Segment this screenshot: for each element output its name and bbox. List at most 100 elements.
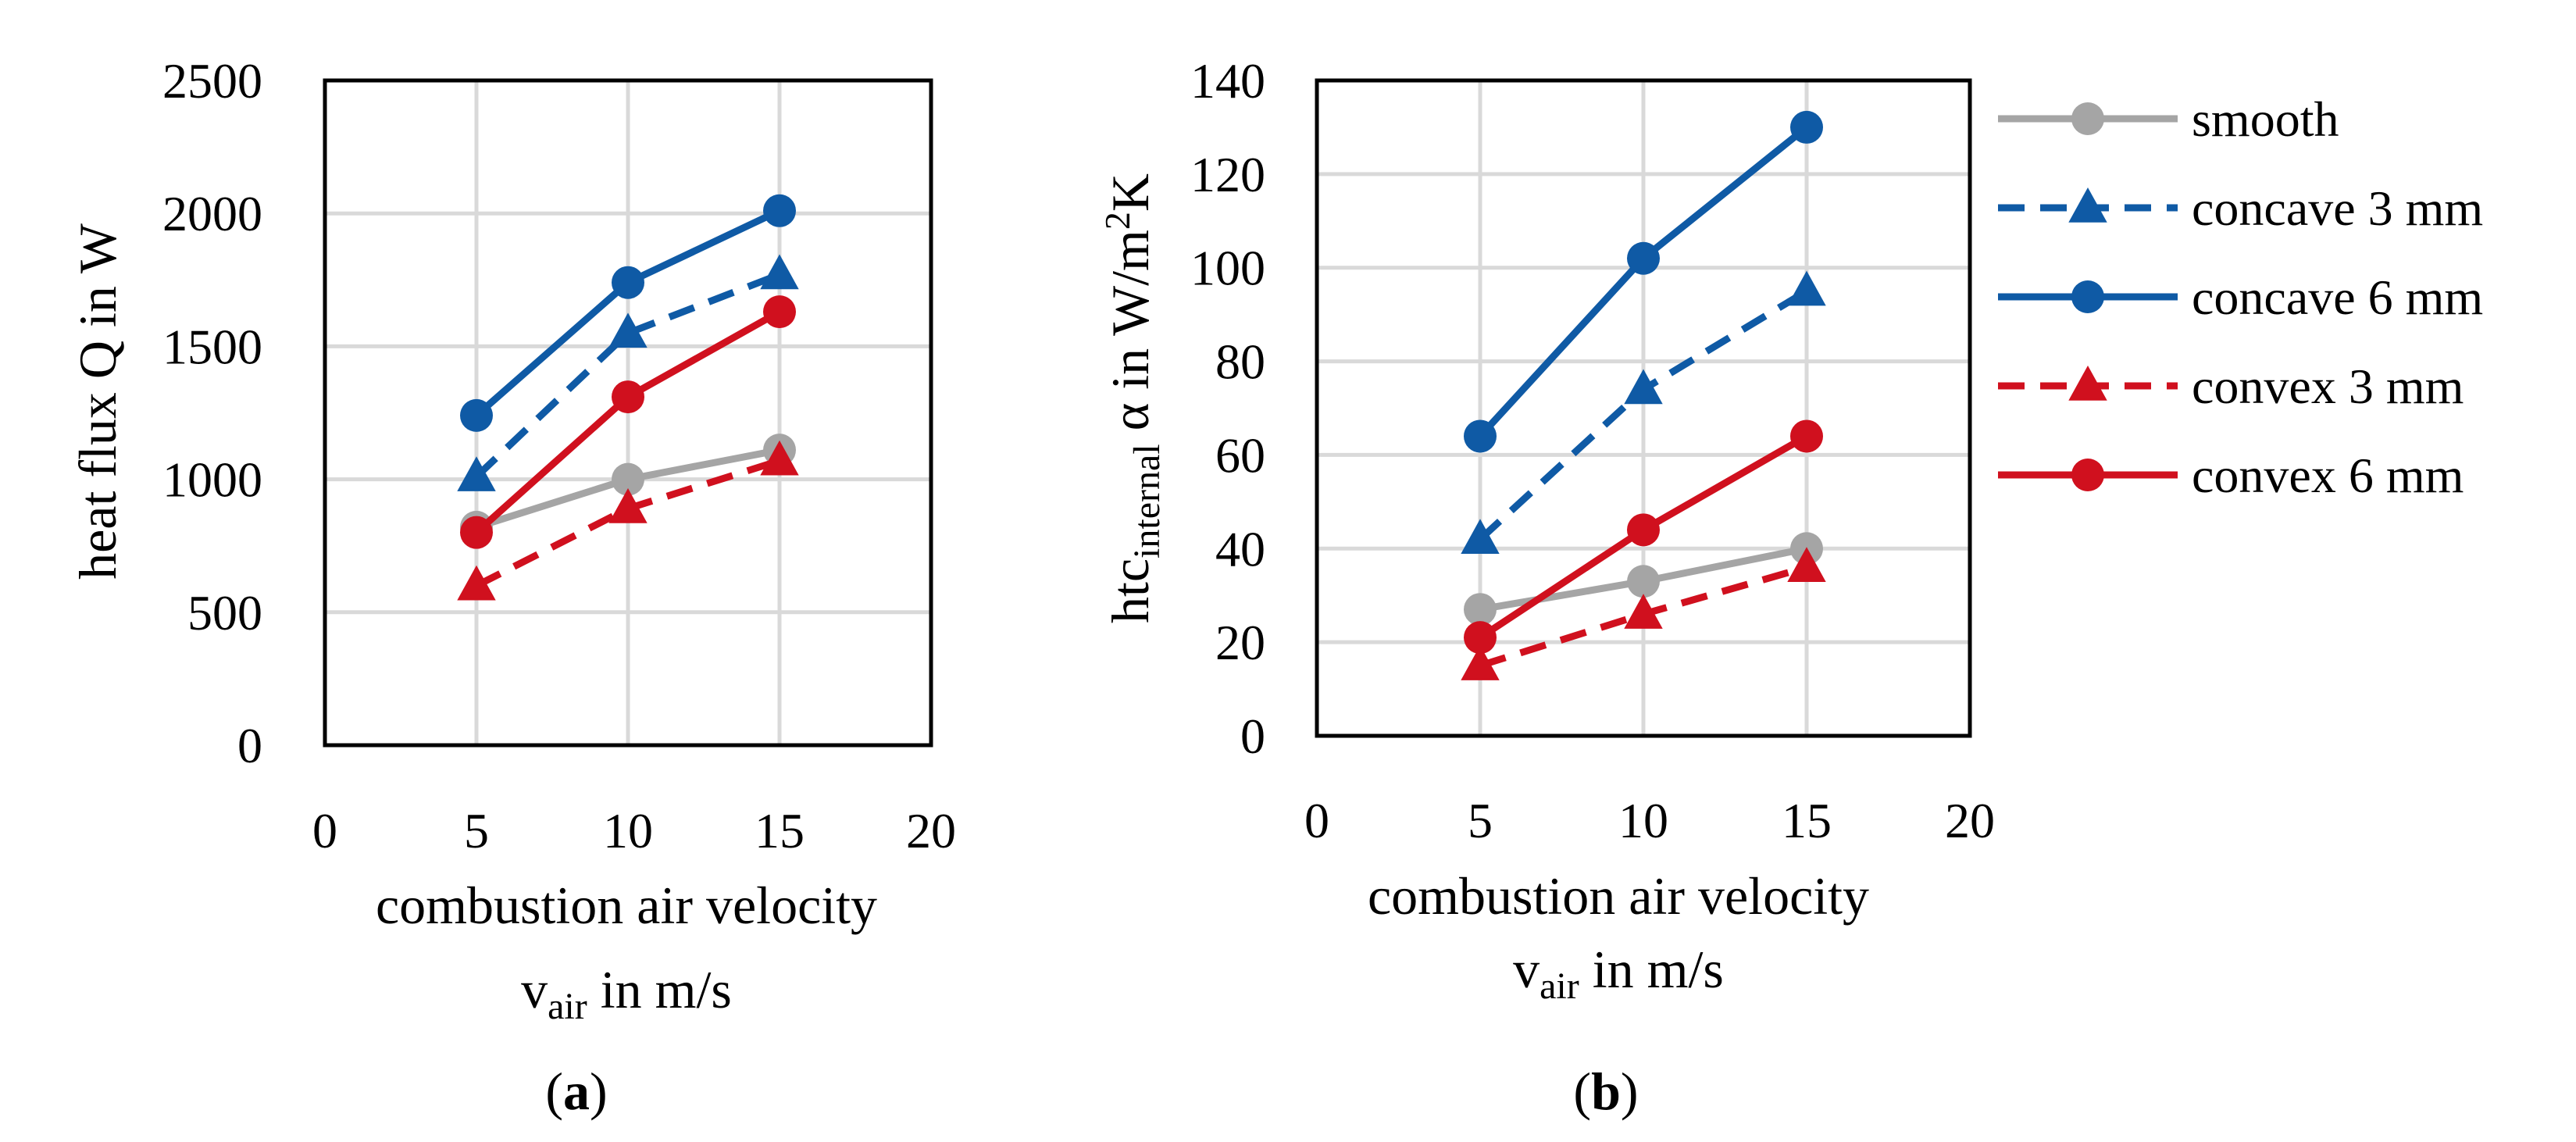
panel-b-y-tick-label: 140: [1190, 53, 1265, 109]
panel-a-x-tick-label: 10: [603, 803, 653, 858]
panel-b-series-convex-3-mm: [1461, 547, 1826, 680]
panel-b-y-axis-label-sup: 2: [1097, 212, 1137, 230]
panel-b-series-concave-3-mm: [1461, 270, 1826, 555]
panel-a-y-tick-label: 2500: [162, 53, 262, 109]
panel-b-x-tick-label: 0: [1304, 793, 1329, 848]
panel-a-plot-frame: [323, 78, 933, 748]
panel-a-tick-labels: 0 5 10 15 20 0 500 1000 1500 2000 2500: [162, 53, 956, 858]
panel-a-y-tick-label: 1500: [162, 319, 262, 374]
panel-b-series-concave-3-mm-marker-1: [1624, 369, 1663, 405]
legend-item-convex-6-mm-label: convex 6 mm: [2192, 448, 2464, 503]
panel-a-series-convex-6-mm-marker-1: [612, 380, 644, 414]
panel-b-tick-labels: 0 5 10 15 20 0 20 40 60 80 100 120 140: [1190, 53, 1995, 848]
panel-b-y-axis-label-tail: K: [1101, 173, 1160, 212]
panel-b-x-axis-label-2-base: v: [1513, 940, 1540, 999]
panel-a-y-tick-label: 1000: [162, 452, 262, 508]
panel-a-x-tick-label: 5: [464, 803, 489, 858]
panel-b-series-convex-3-mm-marker-2: [1787, 547, 1826, 582]
panel-a-series-concave-3-mm-marker-0: [457, 456, 496, 491]
panel-b-series-convex-3-mm-marker-1: [1624, 594, 1663, 629]
panel-a-series-convex-3-mm-marker-0: [457, 565, 496, 601]
panel-b-series-convex-6-mm-marker-1: [1627, 513, 1660, 547]
panel-b-x-tick-label: 20: [1945, 793, 1995, 848]
legend-item-smooth-label: smooth: [2192, 91, 2339, 147]
panel-b-y-axis-label-rest: α in W/m: [1101, 230, 1160, 444]
panel-b-y-tick-label: 0: [1240, 708, 1265, 764]
panel-a-x-tick-label: 15: [755, 803, 805, 858]
panel-a-x-axis-label-2: vair in m/s: [521, 960, 732, 1027]
panel-a-series-concave-6-mm-marker-1: [612, 266, 644, 299]
panel-b-x-tick-label: 15: [1782, 793, 1832, 848]
panel-b-y-tick-label: 80: [1215, 334, 1265, 390]
legend-item-smooth-marker-0: [2071, 102, 2104, 135]
panel-a-series-convex-6-mm: [460, 295, 796, 549]
panel-b-caption: (b): [1573, 1062, 1638, 1121]
panel-a-series-convex-6-mm-marker-2: [763, 295, 796, 329]
panel-b-series-smooth-marker-0: [1464, 593, 1497, 626]
panel-b-series-concave-6-mm: [1464, 110, 1823, 453]
legend-item-concave-6-mm: concave 6 mm: [1998, 269, 2483, 325]
panel-b-chart: 0 5 10 15 20 0 20 40 60 80 100 120 140 combustion ai…: [1097, 53, 1995, 1121]
panel-a-y-tick-label: 500: [187, 585, 262, 641]
panel-b-x-axis-label: combustion air velocity: [1368, 866, 1869, 926]
panel-b-y-tick-label: 120: [1190, 147, 1265, 202]
legend-item-convex-6-mm-marker-0: [2071, 459, 2104, 491]
panel-a-series-convex-3-mm: [457, 440, 799, 601]
panel-b-series-convex-6-mm-marker-2: [1790, 419, 1823, 453]
legend-item-convex-3-mm: convex 3 mm: [1998, 359, 2464, 414]
panel-a-series-concave-3-mm-marker-1: [608, 312, 648, 348]
legend-item-convex-3-mm-marker-0: [2068, 366, 2107, 401]
panel-b-y-tick-label: 40: [1215, 521, 1265, 576]
legend-item-convex-3-mm-label: convex 3 mm: [2192, 359, 2464, 414]
panel-a-y-axis-label: heat flux Q in W: [68, 223, 127, 580]
panel-a-series-concave-3-mm-marker-2: [760, 254, 799, 290]
panel-a-x-axis-label: combustion air velocity: [376, 876, 877, 935]
panel-a-series-convex-6-mm-marker-0: [460, 516, 493, 549]
panel-b-series: [1461, 110, 1826, 680]
panel-b-series-smooth-marker-1: [1627, 565, 1660, 598]
legend-item-concave-6-mm-label: concave 6 mm: [2192, 269, 2483, 325]
panel-a-series-concave-6-mm-marker-2: [763, 194, 796, 227]
panel-a-series-smooth-marker-1: [612, 462, 644, 496]
panel-a-x-axis-label-2-sub: air: [548, 986, 587, 1027]
panel-a-y-tick-label: 2000: [162, 186, 262, 241]
panel-a-series-convex-3-mm-marker-2: [760, 440, 799, 476]
panel-a-series-convex-3-mm-marker-1: [608, 488, 648, 523]
panel-b-y-tick-label: 20: [1215, 615, 1265, 670]
legend-item-concave-6-mm-marker-0: [2071, 280, 2104, 313]
panel-a-series-concave-6-mm-marker-0: [460, 398, 493, 432]
panel-a-x-tick-label: 20: [906, 803, 956, 858]
panel-a-x-axis-label-2-rest: in m/s: [587, 960, 732, 1019]
panel-b-series-concave-6-mm-marker-1: [1627, 241, 1660, 275]
panel-b-series-convex-3-mm-marker-0: [1461, 645, 1500, 680]
panel-b-x-axis-label-2: vair in m/s: [1513, 940, 1724, 1007]
panel-b-y-tick-label: 100: [1190, 241, 1265, 296]
panel-a-caption: (a): [545, 1062, 607, 1121]
panel-b-series-concave-3-mm-marker-0: [1461, 519, 1500, 555]
panel-b-series-concave-6-mm-marker-2: [1790, 110, 1823, 144]
panel-b-y-axis-label: htcinternal α in W/m2K: [1097, 173, 1168, 623]
panel-b-series-convex-6-mm: [1464, 419, 1823, 655]
panel-b-x-axis-label-2-rest: in m/s: [1579, 940, 1724, 999]
panel-a-series-concave-6-mm: [460, 194, 796, 432]
panel-b-series-convex-6-mm-marker-0: [1464, 621, 1497, 655]
legend-item-concave-3-mm: concave 3 mm: [1998, 180, 2483, 236]
panel-a-caption-letter: a: [563, 1062, 590, 1121]
panel-b-x-axis-label-2-sub: air: [1540, 965, 1579, 1007]
panel-b-series-concave-3-mm-marker-2: [1787, 270, 1826, 306]
panel-b-y-tick-label: 60: [1215, 427, 1265, 483]
legend-item-concave-3-mm-marker-0: [2068, 187, 2107, 223]
panel-b-plot-frame: [1315, 78, 1972, 738]
panel-b-x-tick-label: 5: [1468, 793, 1493, 848]
panel-b-x-tick-label: 10: [1618, 793, 1668, 848]
panel-b-y-axis-label-sub: internal: [1126, 444, 1168, 559]
panel-b-gridlines: [1315, 78, 1972, 738]
panel-a-x-axis-label-2-base: v: [521, 960, 548, 1019]
panel-a-series: [457, 194, 799, 601]
panel-a-series-concave-3-mm-line: [473, 271, 781, 480]
panel-b-y-axis-label-base: htc: [1101, 559, 1160, 623]
panel-b-caption-letter: b: [1591, 1062, 1621, 1121]
legend: smooth concave 3 mm concave 6 mm convex 3 m…: [1998, 91, 2483, 503]
panel-a-series-concave-3-mm: [457, 254, 799, 491]
